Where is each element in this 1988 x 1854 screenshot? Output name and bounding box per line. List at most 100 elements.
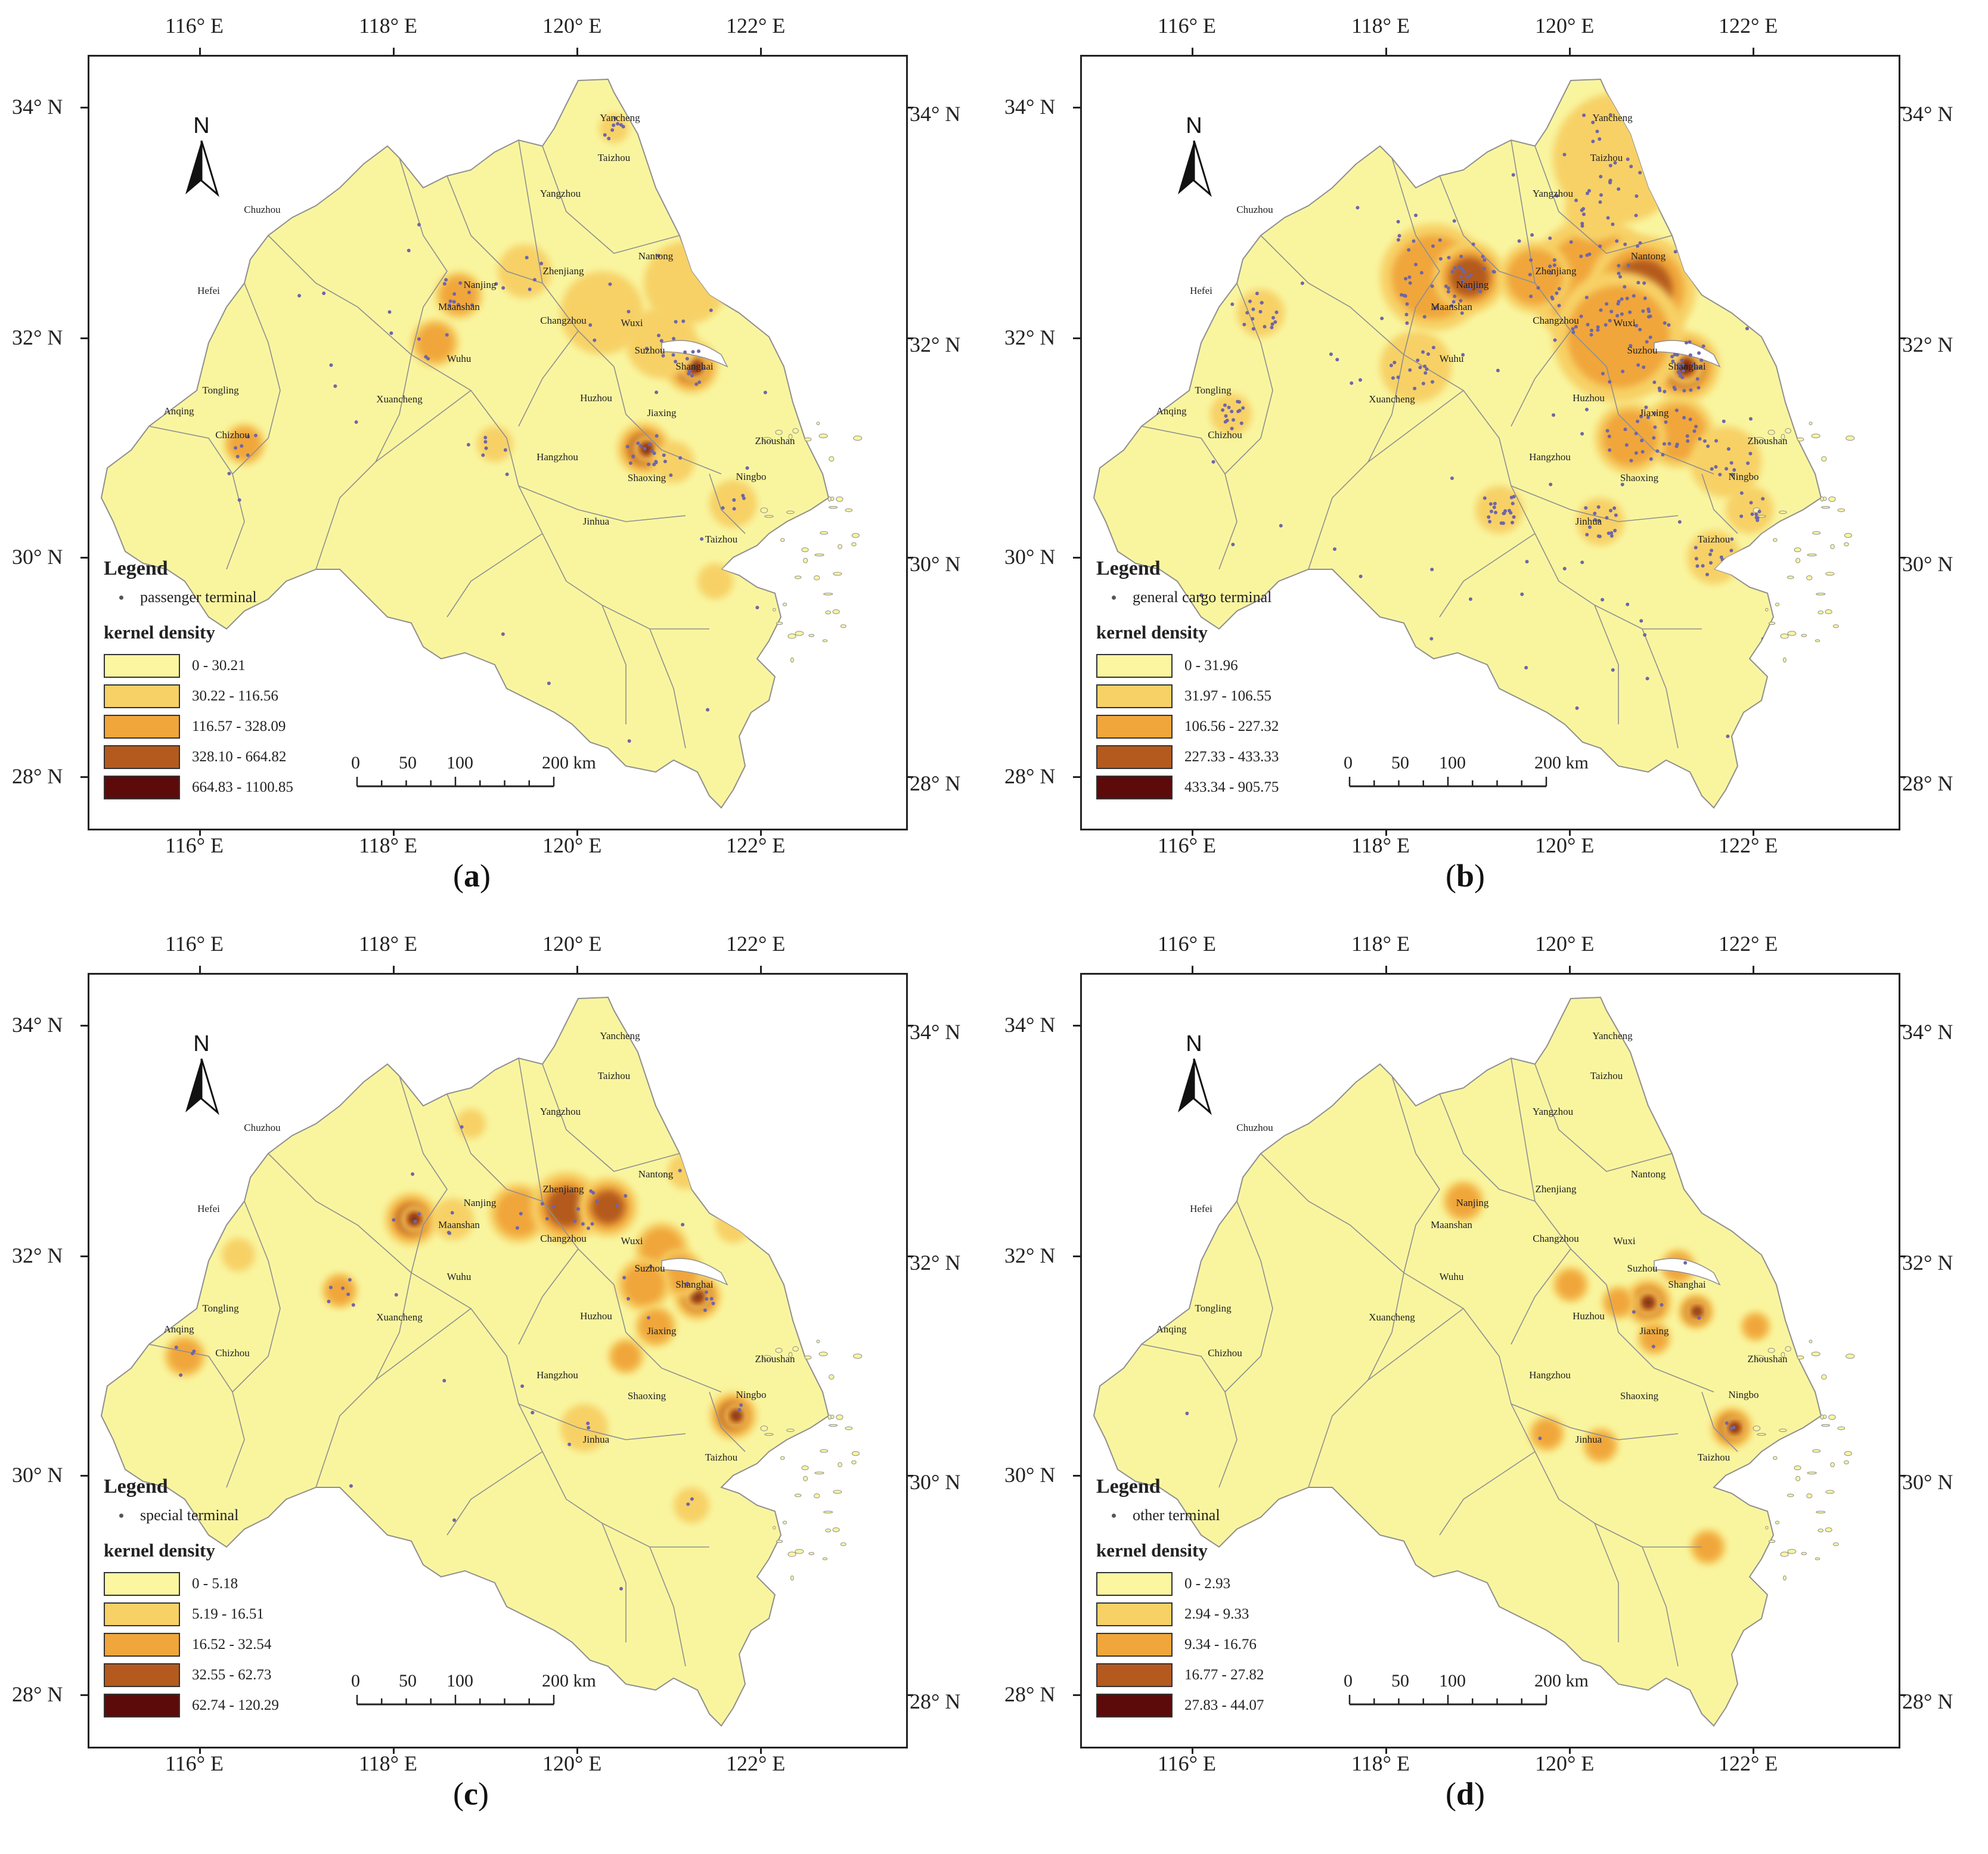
island bbox=[801, 1465, 809, 1471]
island bbox=[814, 1471, 824, 1475]
lon-tick-mark bbox=[760, 48, 762, 55]
lat-tick-label-right: 32° N bbox=[1902, 1251, 1953, 1275]
density-hotspot bbox=[1447, 1185, 1480, 1218]
legend-point-label: general cargo terminal bbox=[1133, 588, 1272, 606]
terminal-point bbox=[1240, 148, 1245, 152]
terminal-point bbox=[1446, 290, 1450, 294]
island bbox=[1844, 542, 1849, 547]
city-label: Shanghai bbox=[675, 361, 714, 372]
terminal-point bbox=[1708, 176, 1713, 181]
lat-tick-mark bbox=[80, 1694, 88, 1696]
terminal-point bbox=[1639, 619, 1643, 623]
terminal-point bbox=[1579, 314, 1583, 318]
terminal-point bbox=[1350, 381, 1354, 385]
terminal-point bbox=[1408, 368, 1412, 372]
city-label: Shanghai bbox=[1668, 1279, 1706, 1290]
terminal-point bbox=[1404, 312, 1409, 317]
terminal-point bbox=[1271, 315, 1275, 320]
island bbox=[1765, 1526, 1769, 1530]
lat-tick-mark bbox=[1073, 107, 1080, 108]
terminal-point bbox=[494, 282, 498, 286]
terminal-point bbox=[1380, 317, 1384, 321]
terminal-point bbox=[348, 1278, 352, 1282]
terminal-point bbox=[1595, 129, 1599, 134]
terminal-point bbox=[1588, 525, 1592, 529]
terminal-point bbox=[1511, 520, 1515, 525]
city-boundary bbox=[613, 366, 722, 475]
terminal-point bbox=[1715, 173, 1719, 178]
city-boundary bbox=[1511, 485, 1679, 522]
terminal-point bbox=[531, 1410, 535, 1415]
terminal-point bbox=[732, 507, 736, 511]
terminal-point bbox=[1333, 622, 1338, 626]
terminal-point bbox=[467, 290, 472, 294]
city-boundary bbox=[518, 485, 686, 522]
city-boundary bbox=[399, 1075, 448, 1273]
terminal-point bbox=[1525, 560, 1529, 564]
terminal-point bbox=[1655, 449, 1660, 453]
terminal-point bbox=[508, 1027, 512, 1031]
city-boundary bbox=[1367, 390, 1464, 463]
terminal-point bbox=[1493, 501, 1497, 506]
legend-swatch bbox=[1096, 1663, 1173, 1687]
city-label: Tongling bbox=[1195, 1303, 1232, 1314]
lon-tick-mark bbox=[576, 48, 578, 55]
terminal-point bbox=[1426, 352, 1430, 356]
island bbox=[829, 1374, 835, 1380]
north-label: N bbox=[193, 114, 209, 138]
lat-tick-label-right: 28° N bbox=[910, 1689, 961, 1713]
map-legend: Legend passenger terminal kernel density 0 … bbox=[104, 557, 293, 802]
terminal-point bbox=[690, 374, 694, 378]
city-boundary bbox=[518, 330, 579, 427]
terminal-point bbox=[1502, 511, 1506, 515]
terminal-point bbox=[417, 1212, 421, 1216]
terminal-point bbox=[1641, 309, 1645, 313]
lon-tick-mark bbox=[1192, 966, 1193, 973]
terminal-point bbox=[198, 1198, 202, 1202]
lat-tick-mark bbox=[1073, 1475, 1080, 1477]
terminal-point bbox=[656, 333, 660, 337]
terminal-point bbox=[1599, 175, 1603, 179]
island bbox=[1807, 1471, 1817, 1475]
terminal-point bbox=[227, 472, 231, 476]
terminal-point bbox=[1627, 263, 1631, 267]
lat-tick-mark bbox=[1073, 1255, 1080, 1257]
terminal-point bbox=[1304, 725, 1308, 729]
island bbox=[786, 1428, 795, 1433]
island bbox=[827, 1414, 832, 1420]
terminal-point bbox=[1584, 506, 1588, 510]
density-hotspot bbox=[495, 1190, 542, 1236]
lon-tick-mark bbox=[1385, 966, 1387, 973]
terminal-point bbox=[1429, 637, 1434, 641]
terminal-point bbox=[1529, 294, 1533, 299]
lon-tick-label: 116° E bbox=[1158, 833, 1217, 857]
island bbox=[1775, 1521, 1780, 1524]
island bbox=[1785, 428, 1791, 434]
lat-tick-mark bbox=[906, 1025, 913, 1027]
terminal-point bbox=[1413, 386, 1417, 390]
island bbox=[1787, 1549, 1797, 1554]
city-label: Chuzhou bbox=[1236, 1122, 1273, 1133]
terminal-point bbox=[1447, 256, 1451, 260]
terminal-point bbox=[1431, 244, 1435, 248]
island bbox=[851, 1451, 860, 1456]
lat-tick-label-left: 30° N bbox=[1004, 545, 1056, 569]
terminal-point bbox=[743, 1648, 748, 1653]
city-label: Zhoushan bbox=[1747, 435, 1788, 447]
terminal-point bbox=[1686, 439, 1690, 443]
city-label: Wuhu bbox=[1440, 1271, 1464, 1282]
city-label: Xuancheng bbox=[376, 393, 423, 405]
terminal-point bbox=[662, 453, 666, 457]
terminal-point bbox=[1596, 328, 1600, 332]
island bbox=[1797, 437, 1804, 442]
terminal-point bbox=[1446, 286, 1450, 290]
terminal-point bbox=[1598, 200, 1602, 204]
city-label: Xuancheng bbox=[1369, 1312, 1415, 1323]
legend-swatch bbox=[1096, 684, 1173, 708]
density-hotspot bbox=[715, 1207, 751, 1243]
terminal-point bbox=[1749, 501, 1753, 505]
legend-class-row: 0 - 5.18 bbox=[104, 1568, 279, 1599]
terminal-point bbox=[672, 337, 676, 341]
terminal-point bbox=[1574, 199, 1578, 203]
city-label: Zhenjiang bbox=[543, 1183, 584, 1195]
